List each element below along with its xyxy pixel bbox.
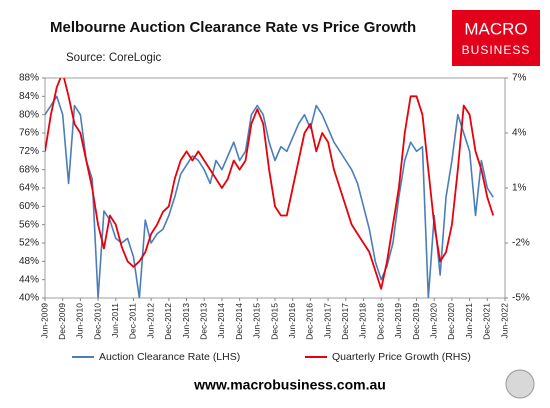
x-tick-label: Jun-2016	[287, 303, 297, 339]
x-tick-label: Jun-2018	[358, 303, 368, 339]
x-tick-label: Dec-2019	[411, 303, 421, 340]
y2-tick-label: 4%	[512, 128, 527, 139]
wolf-icon	[505, 369, 535, 399]
logo	[452, 10, 540, 66]
y-tick-label: 64%	[19, 183, 39, 194]
x-tick-label: Jun-2017	[322, 303, 332, 339]
x-tick-label: Dec-2016	[305, 303, 315, 340]
x-tick-label: Jun-2020	[428, 303, 438, 339]
x-tick-label: Jun-2021	[464, 303, 474, 339]
y-tick-label: 76%	[19, 128, 39, 139]
y2-tick-label: -5%	[512, 293, 530, 304]
x-tick-label: Dec-2014	[234, 303, 244, 340]
x-tick-label: Dec-2018	[375, 303, 385, 340]
series-line	[45, 78, 495, 290]
x-tick-label: Dec-2021	[482, 303, 492, 340]
x-tick-label: Jun-2012	[145, 303, 155, 339]
x-tick-label: Jun-2009	[39, 303, 49, 339]
x-tick-label: Jun-2022	[499, 303, 509, 339]
plot-frame	[44, 77, 506, 299]
y-tick-label: 88%	[19, 73, 39, 84]
y2-tick-label: 7%	[512, 73, 527, 84]
y-tick-label: 80%	[19, 109, 39, 120]
x-tick-label: Jun-2011	[110, 303, 120, 338]
y-tick-label: 60%	[19, 201, 39, 212]
y-tick-label: 44%	[19, 274, 39, 285]
legend-label: Quarterly Price Growth (RHS)	[332, 351, 471, 363]
subtitle: Source: CoreLogic	[66, 52, 161, 64]
x-tick-label: Dec-2020	[446, 303, 456, 340]
y-tick-label: 84%	[19, 91, 39, 102]
logo-text: BUSINESS	[462, 43, 531, 57]
legend-label: Auction Clearance Rate (LHS)	[99, 351, 240, 363]
x-tick-label: Jun-2019	[393, 303, 403, 339]
x-tick-label: Jun-2014	[216, 303, 226, 339]
y-tick-label: 52%	[19, 238, 39, 249]
series-line	[45, 95, 494, 298]
x-tick-label: Dec-2017	[340, 303, 350, 340]
x-tick-label: Jun-2013	[181, 303, 191, 339]
website: www.macrobusiness.com.au	[193, 377, 386, 393]
y-tick-label: 40%	[19, 293, 39, 304]
y2-tick-label: 1%	[512, 183, 527, 194]
y-tick-label: 48%	[19, 256, 39, 267]
logo-text: MACRO	[464, 19, 527, 38]
x-tick-label: Dec-2009	[57, 303, 67, 340]
x-tick-label: Dec-2012	[163, 303, 173, 340]
x-tick-label: Dec-2010	[92, 303, 102, 340]
y-tick-label: 72%	[19, 146, 39, 157]
x-tick-label: Jun-2010	[75, 303, 85, 339]
x-tick-label: Jun-2015	[252, 303, 262, 339]
y2-tick-label: -2%	[512, 238, 530, 249]
y-tick-label: 56%	[19, 219, 39, 230]
x-tick-label: Dec-2015	[269, 303, 279, 340]
x-tick-label: Dec-2013	[198, 303, 208, 340]
chart-title: Melbourne Auction Clearance Rate vs Pric…	[50, 19, 416, 36]
x-tick-label: Dec-2011	[128, 303, 138, 339]
y-tick-label: 68%	[19, 164, 39, 175]
